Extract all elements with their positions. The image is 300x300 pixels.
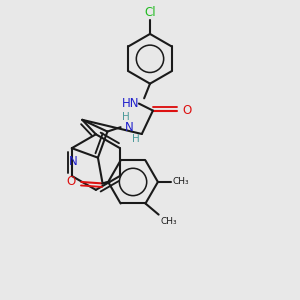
Text: H: H — [132, 134, 140, 144]
Text: HN: HN — [122, 97, 139, 110]
Text: N: N — [69, 154, 78, 168]
Text: O: O — [66, 176, 75, 188]
Text: O: O — [182, 104, 191, 117]
Text: CH₃: CH₃ — [172, 178, 189, 187]
Text: H: H — [122, 112, 130, 122]
Text: CH₃: CH₃ — [160, 217, 177, 226]
Text: N: N — [125, 121, 134, 134]
Text: Cl: Cl — [144, 6, 156, 19]
